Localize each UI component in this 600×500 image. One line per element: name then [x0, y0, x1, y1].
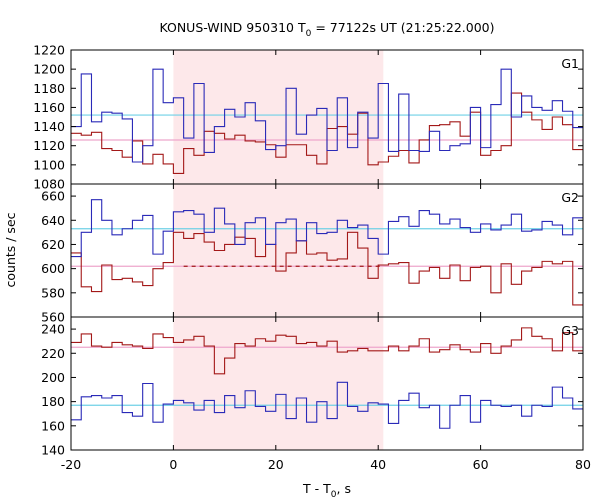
- y-tick-label-G1: 1120: [33, 138, 65, 153]
- y-axis-label: counts / sec: [3, 212, 18, 287]
- x-tick-label: 40: [370, 457, 386, 472]
- panel-label-G1: G1: [561, 56, 579, 71]
- x-tick-label: 60: [473, 457, 489, 472]
- y-tick-label-G1: 1140: [33, 119, 65, 134]
- y-tick-label-G3: 160: [41, 418, 65, 433]
- series-red-G2: [71, 231, 583, 306]
- x-tick-label: 80: [575, 457, 591, 472]
- y-tick-label-G2: 660: [41, 189, 65, 204]
- y-tick-label-G2: 560: [41, 310, 65, 325]
- y-tick-label-G2: 600: [41, 261, 65, 276]
- panel-label-G2: G2: [561, 190, 579, 205]
- y-tick-label-G1: 1160: [33, 100, 65, 115]
- y-tick-label-G2: 620: [41, 237, 65, 252]
- y-tick-label-G1: 1220: [33, 43, 65, 58]
- panel-frame-G3: [70, 316, 584, 451]
- series-red-G3: [71, 327, 583, 375]
- y-tick-label-G3: 200: [41, 370, 65, 385]
- y-tick-label-G3: 240: [41, 322, 65, 337]
- y-tick-label-G2: 640: [41, 213, 65, 228]
- x-tick-label: -20: [61, 457, 81, 472]
- series-blue-G3: [71, 381, 583, 429]
- y-tick-label-G3: 140: [41, 443, 65, 458]
- series-blue-G2: [71, 199, 583, 258]
- shaded-interval: [173, 50, 384, 450]
- y-tick-label-G1: 1180: [33, 81, 65, 96]
- y-tick-label-G3: 220: [41, 346, 65, 361]
- y-tick-label-G3: 180: [41, 394, 65, 409]
- y-tick-label-G1: 1100: [33, 157, 65, 172]
- x-axis-label: T - T0, s: [302, 481, 351, 500]
- y-tick-label-G1: 1200: [33, 62, 65, 77]
- y-tick-label-G1: 1080: [33, 177, 65, 192]
- chart-title: KONUS-WIND 950310 T0 = 77122s UT (21:25:…: [159, 20, 494, 39]
- x-tick-label: 20: [268, 457, 284, 472]
- x-tick-label: 0: [169, 457, 177, 472]
- y-tick-label-G2: 580: [41, 285, 65, 300]
- series-blue-G1: [71, 68, 583, 163]
- panel-label-G3: G3: [561, 323, 579, 338]
